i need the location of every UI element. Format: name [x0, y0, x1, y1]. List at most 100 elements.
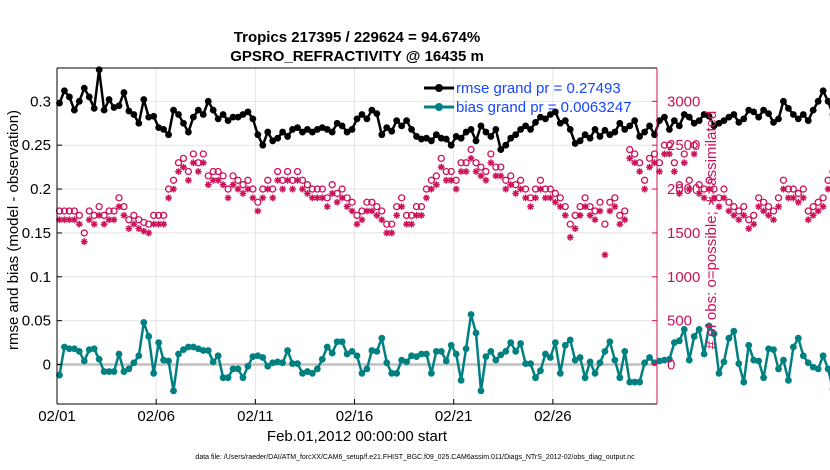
- obs-assimilated-point: [284, 176, 291, 184]
- obs-possible-point: [204, 172, 212, 180]
- obs-possible-point: [774, 194, 783, 202]
- obs-assimilated-point: [770, 216, 777, 224]
- rmse-point: [398, 122, 406, 130]
- bias-point: [175, 350, 182, 358]
- obs-possible-point: [368, 198, 376, 206]
- bias-point: [105, 368, 113, 375]
- bias-point: [537, 367, 544, 375]
- obs-possible-point: [670, 159, 679, 167]
- x-tick-label: 02/16: [336, 408, 374, 425]
- y-left-tick-label: 0.1: [30, 269, 51, 286]
- rmse-point: [626, 122, 634, 130]
- obs-assimilated-point: [472, 168, 480, 175]
- obs-assimilated-point: [720, 194, 728, 202]
- obs-possible-point: [313, 185, 321, 193]
- obs-possible-point: [229, 172, 237, 180]
- rmse-point: [551, 108, 559, 116]
- obs-possible-point: [437, 154, 445, 163]
- bias-point: [556, 369, 564, 377]
- bias-point: [418, 350, 425, 358]
- obs-possible-point: [819, 194, 827, 202]
- rmse-point: [61, 87, 68, 95]
- obs-assimilated-point: [313, 194, 321, 202]
- bias-point: [512, 347, 520, 355]
- rmse-point: [224, 117, 232, 125]
- obs-possible-point: [516, 176, 525, 184]
- obs-assimilated-point: [338, 194, 346, 202]
- bias-point: [497, 351, 505, 359]
- chart-title: Tropics 217395 / 229624 = 94.674%: [234, 29, 480, 46]
- obs-possible-point: [75, 211, 83, 220]
- obs-assimilated-point: [224, 194, 232, 202]
- obs-assimilated-point: [100, 220, 108, 228]
- bias-point: [155, 339, 163, 346]
- obs-assimilated-point: [279, 185, 287, 193]
- obs-assimilated-point: [755, 203, 763, 211]
- obs-assimilated-point: [165, 194, 172, 202]
- obs-possible-point: [412, 202, 421, 211]
- obs-possible-point: [303, 181, 312, 189]
- bias-point: [432, 347, 440, 355]
- obs-possible-point: [125, 216, 133, 224]
- bias-point: [665, 355, 673, 363]
- y-right-tick-label: 2500: [667, 137, 700, 154]
- rmse-point: [165, 131, 172, 139]
- rmse-point: [447, 141, 455, 149]
- rmse-point: [90, 104, 98, 112]
- y-axis-left-label: rmse and bias (model - observation): [5, 110, 22, 350]
- bias-point: [472, 329, 480, 337]
- obs-assimilated-point: [160, 220, 168, 228]
- rmse-point: [522, 122, 529, 130]
- bias-point: [333, 338, 341, 346]
- obs-assimilated-point: [348, 207, 356, 215]
- obs-possible-point: [80, 229, 88, 237]
- obs-assimilated-point: [512, 190, 520, 197]
- bias-point: [700, 350, 708, 358]
- obs-assimilated-point: [656, 168, 663, 175]
- bias-point: [229, 365, 237, 373]
- chart-subtitle: GPSRO_REFRACTIVITY @ 16435 m: [230, 48, 484, 65]
- bias-point: [239, 374, 247, 382]
- bias-point: [353, 352, 361, 360]
- rmse-point: [75, 97, 83, 105]
- obs-assimilated-point: [383, 229, 391, 237]
- x-tick-label: 02/01: [38, 408, 76, 425]
- obs-assimilated-point: [274, 176, 282, 184]
- obs-assimilated-point: [432, 181, 440, 189]
- obs-assimilated-point: [532, 194, 539, 202]
- legend-bias-marker: [435, 103, 443, 111]
- x-tick-label: 02/11: [237, 408, 273, 425]
- obs-assimilated-point: [561, 211, 569, 219]
- obs-assimilated-point: [789, 194, 797, 202]
- obs-assimilated-point: [130, 220, 138, 228]
- y-left-tick-label: 0.3: [30, 93, 51, 110]
- bias-point: [621, 347, 629, 355]
- obs-possible-point: [214, 167, 222, 176]
- obs-possible-point: [383, 220, 391, 228]
- rmse-point: [670, 117, 678, 125]
- rmse-point: [809, 106, 817, 114]
- obs-assimilated-point: [542, 194, 549, 202]
- y-right-tick-label: 2000: [667, 181, 700, 198]
- obs-possible-point: [130, 211, 138, 220]
- y-left-tick-label: 0.15: [22, 225, 51, 242]
- bias-point: [467, 311, 475, 318]
- obs-assimilated-point: [725, 207, 733, 215]
- obs-assimilated-point: [517, 185, 525, 193]
- obs-assimilated-point: [794, 198, 802, 206]
- bias-point: [740, 378, 748, 386]
- obs-assimilated-point: [269, 194, 277, 202]
- rmse-point: [348, 126, 356, 133]
- rmse-point: [80, 84, 88, 92]
- obs-assimilated-point: [799, 194, 807, 202]
- obs-possible-point: [640, 176, 649, 184]
- obs-assimilated-point: [566, 233, 574, 241]
- obs-possible-point: [283, 167, 292, 176]
- bias-point: [720, 358, 728, 366]
- bias-point: [566, 336, 574, 344]
- obs-assimilated-point: [616, 220, 624, 228]
- bias-point: [586, 358, 594, 366]
- y-left-tick-label: 0.05: [22, 313, 51, 330]
- obs-assimilated-point: [591, 216, 599, 224]
- obs-assimilated-point: [651, 159, 658, 167]
